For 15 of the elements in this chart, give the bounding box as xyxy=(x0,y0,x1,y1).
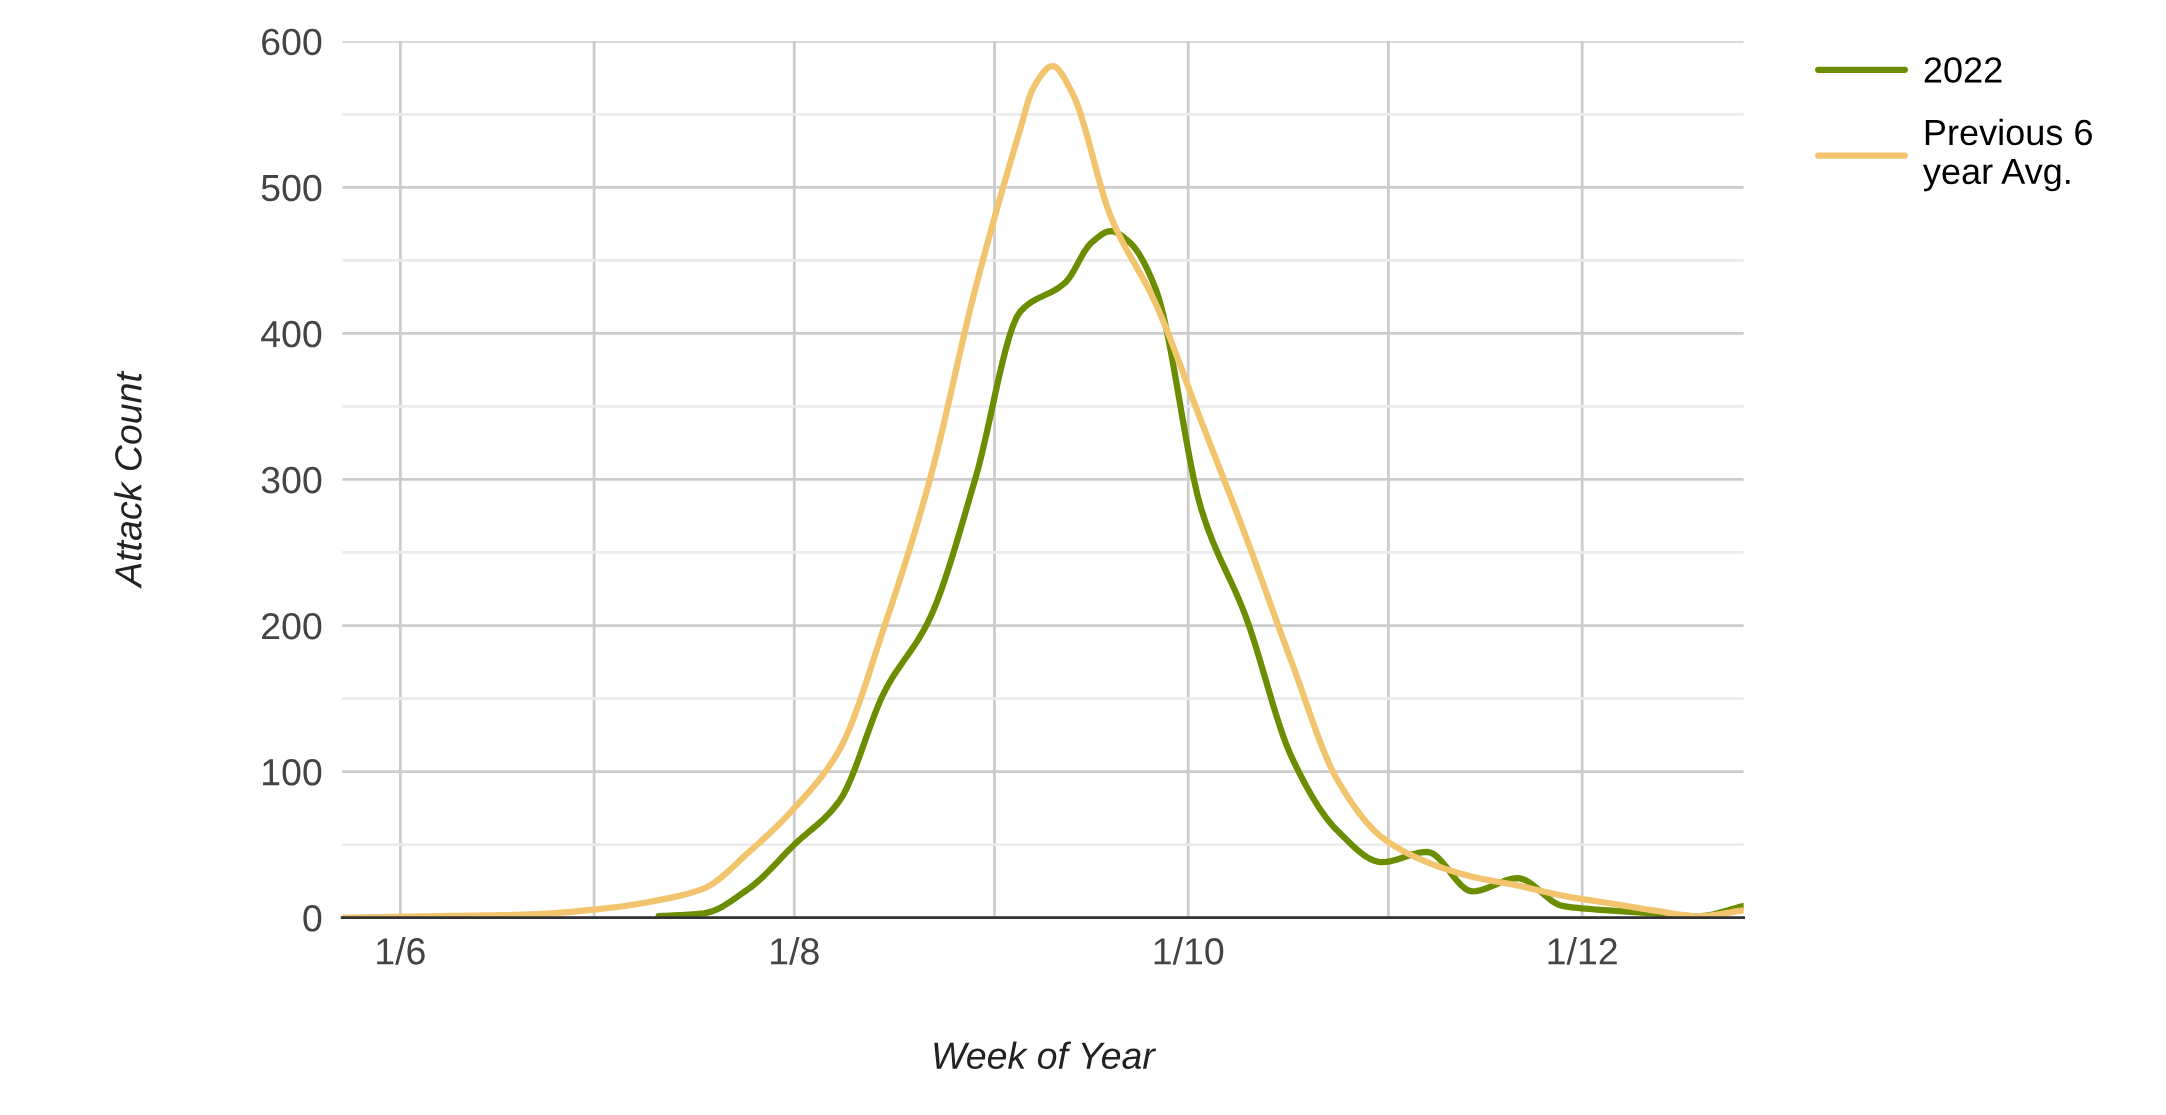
x-axis-title: Week of Year xyxy=(934,1041,1157,1070)
x-tick-label: 1/10 xyxy=(1154,937,1224,965)
legend-label: Previous 6 year Avg. xyxy=(1922,118,2092,192)
y-tick-label: 200 xyxy=(262,612,322,640)
y-tick-label: 600 xyxy=(262,28,322,56)
legend-label: 2022 xyxy=(1924,57,2002,83)
x-tick-label: 1/12 xyxy=(1548,937,1617,965)
x-tick-label: 1/6 xyxy=(377,937,425,965)
x-tick-label: 1/8 xyxy=(771,937,819,965)
y-tick-label: 300 xyxy=(261,466,322,494)
y-tick-label: 100 xyxy=(263,758,322,786)
y-axis-title: Attack Count xyxy=(114,370,142,589)
y-tick-label: 400 xyxy=(261,320,322,348)
y-tick-label: 500 xyxy=(261,174,322,202)
y-tick-label: 0 xyxy=(303,905,322,932)
